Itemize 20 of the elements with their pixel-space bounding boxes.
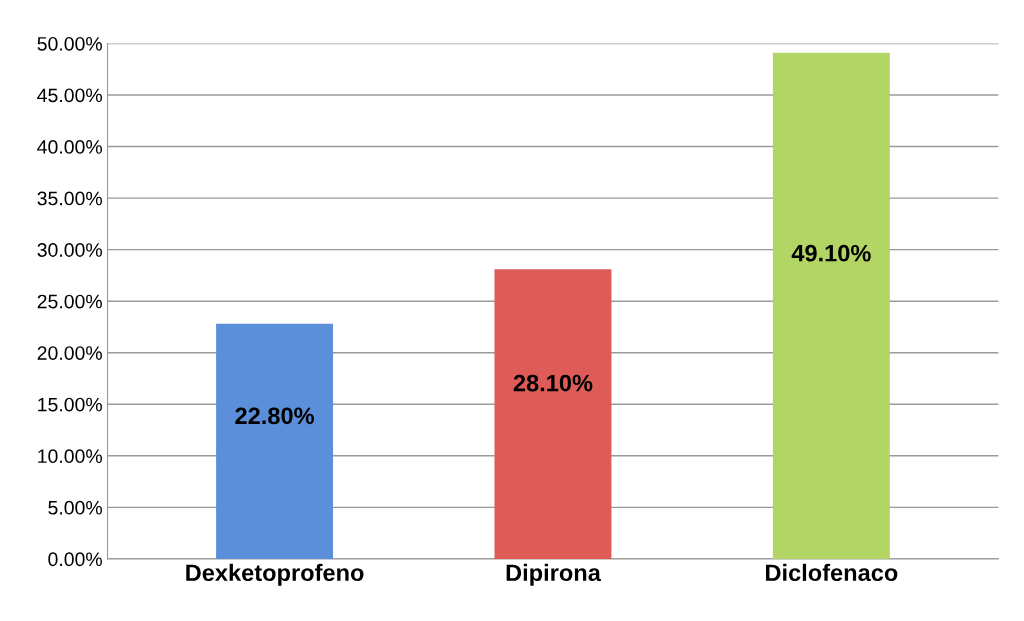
data-label: 49.10% — [791, 244, 871, 262]
y-tick-label: 15.00% — [38, 397, 102, 412]
data-label: 22.80% — [235, 407, 314, 425]
y-tick-label: 35.00% — [37, 191, 102, 206]
y-tick-label: 5.00% — [48, 500, 102, 515]
y-tick-label: 50.00% — [37, 36, 102, 51]
y-tick-label: 0.00% — [48, 552, 102, 567]
y-tick-label: 40.00% — [37, 140, 102, 154]
x-tick-label: Dipirona — [506, 563, 601, 586]
y-tick-label: 25.00% — [37, 294, 102, 309]
y-tick-label: 20.00% — [37, 346, 102, 360]
data-label: 28.10% — [513, 374, 593, 392]
y-tick-label: 45.00% — [37, 88, 102, 103]
y-tick-label: 30.00% — [37, 243, 102, 257]
y-tick-label: 10.00% — [38, 449, 102, 464]
bar — [772, 52, 890, 559]
bar — [494, 269, 612, 559]
x-tick-label: Diclofenaco — [766, 563, 898, 582]
bar — [216, 323, 334, 559]
x-tick-label: Dexketoprofeno — [186, 563, 364, 586]
